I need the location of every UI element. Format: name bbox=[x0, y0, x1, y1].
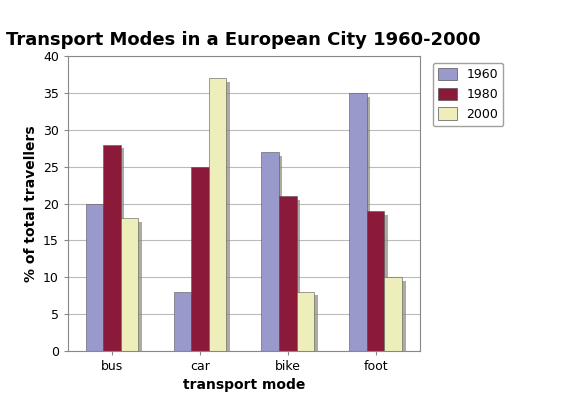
Bar bbox=[194, 170, 212, 354]
Bar bbox=[121, 218, 138, 351]
Bar bbox=[388, 281, 405, 354]
Bar bbox=[212, 82, 230, 354]
Bar bbox=[353, 97, 370, 354]
Bar bbox=[370, 214, 388, 354]
Y-axis label: % of total travellers: % of total travellers bbox=[24, 125, 37, 282]
Bar bbox=[103, 145, 121, 351]
X-axis label: transport mode: transport mode bbox=[183, 378, 305, 392]
Bar bbox=[367, 211, 384, 351]
Bar bbox=[265, 156, 282, 354]
Bar bbox=[174, 292, 191, 351]
Bar bbox=[349, 93, 367, 351]
Bar bbox=[177, 295, 194, 354]
Bar bbox=[124, 222, 142, 354]
Bar bbox=[209, 79, 226, 351]
Bar bbox=[300, 295, 318, 354]
Bar bbox=[86, 204, 103, 351]
Bar bbox=[89, 207, 107, 354]
Bar bbox=[297, 292, 314, 351]
Title: Transport Modes in a European City 1960-2000: Transport Modes in a European City 1960-… bbox=[6, 31, 481, 49]
Bar bbox=[279, 196, 297, 351]
Bar bbox=[107, 148, 124, 354]
Legend: 1960, 1980, 2000: 1960, 1980, 2000 bbox=[433, 63, 503, 126]
Bar bbox=[282, 200, 300, 354]
Bar bbox=[191, 167, 209, 351]
Bar bbox=[384, 277, 402, 351]
Bar bbox=[261, 152, 279, 351]
